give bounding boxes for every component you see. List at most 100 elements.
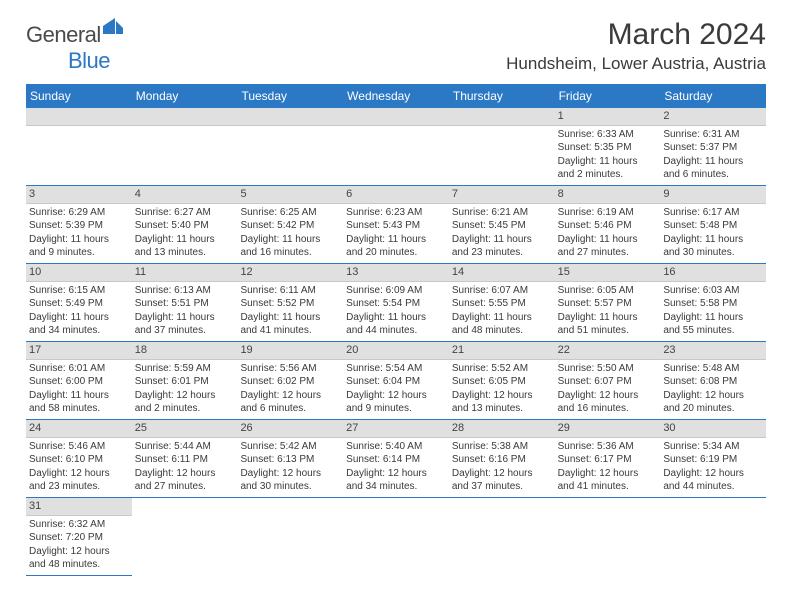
day-cell: 9Sunrise: 6:17 AMSunset: 5:48 PMDaylight… [660, 186, 766, 264]
sunset-line: Sunset: 6:13 PM [240, 453, 340, 467]
daylight-line: Daylight: 12 hours [452, 389, 552, 403]
sunset-line: Sunset: 6:08 PM [663, 375, 763, 389]
day-content: Sunrise: 6:32 AMSunset: 7:20 PMDaylight:… [26, 516, 132, 575]
sunrise-line: Sunrise: 6:27 AM [135, 206, 235, 220]
day-content: Sunrise: 5:34 AMSunset: 6:19 PMDaylight:… [660, 438, 766, 497]
day-cell: 11Sunrise: 6:13 AMSunset: 5:51 PMDayligh… [132, 264, 238, 342]
logo-text-part2: l [96, 22, 100, 47]
sunset-line: Sunset: 6:10 PM [29, 453, 129, 467]
day-cell: 30Sunrise: 5:34 AMSunset: 6:19 PMDayligh… [660, 420, 766, 498]
daylight-line2: and 20 minutes. [663, 402, 763, 416]
sunrise-line: Sunrise: 5:56 AM [240, 362, 340, 376]
daylight-line2: and 48 minutes. [452, 324, 552, 338]
day-cell: 31Sunrise: 6:32 AMSunset: 7:20 PMDayligh… [26, 498, 132, 576]
daylight-line2: and 9 minutes. [29, 246, 129, 260]
day-number-strip: 19 [237, 342, 343, 360]
day-number-strip: 23 [660, 342, 766, 360]
day-number-strip: 7 [449, 186, 555, 204]
sunrise-line: Sunrise: 5:46 AM [29, 440, 129, 454]
day-content: Sunrise: 6:31 AMSunset: 5:37 PMDaylight:… [660, 126, 766, 185]
day-cell [660, 498, 766, 576]
day-number-strip: 5 [237, 186, 343, 204]
weekday-header: Thursday [449, 84, 555, 108]
week-row: 1Sunrise: 6:33 AMSunset: 5:35 PMDaylight… [26, 108, 766, 186]
sunset-line: Sunset: 5:46 PM [558, 219, 658, 233]
day-number-strip: 29 [555, 420, 661, 438]
day-number-strip: 18 [132, 342, 238, 360]
day-number-strip: 8 [555, 186, 661, 204]
day-number-strip: 22 [555, 342, 661, 360]
day-content: Sunrise: 5:54 AMSunset: 6:04 PMDaylight:… [343, 360, 449, 419]
day-number-strip: 10 [26, 264, 132, 282]
sunrise-line: Sunrise: 6:15 AM [29, 284, 129, 298]
day-content: Sunrise: 6:07 AMSunset: 5:55 PMDaylight:… [449, 282, 555, 341]
day-number-strip: 6 [343, 186, 449, 204]
day-cell: 12Sunrise: 6:11 AMSunset: 5:52 PMDayligh… [237, 264, 343, 342]
daylight-line: Daylight: 12 hours [240, 467, 340, 481]
sunset-line: Sunset: 5:42 PM [240, 219, 340, 233]
sunrise-line: Sunrise: 6:33 AM [558, 128, 658, 142]
day-content: Sunrise: 6:19 AMSunset: 5:46 PMDaylight:… [555, 204, 661, 263]
daylight-line2: and 20 minutes. [346, 246, 446, 260]
day-number-strip [26, 108, 132, 126]
sunrise-line: Sunrise: 5:38 AM [452, 440, 552, 454]
daylight-line: Daylight: 12 hours [135, 467, 235, 481]
sunset-line: Sunset: 5:45 PM [452, 219, 552, 233]
daylight-line: Daylight: 12 hours [29, 467, 129, 481]
daylight-line: Daylight: 12 hours [452, 467, 552, 481]
day-cell [449, 108, 555, 186]
day-cell: 23Sunrise: 5:48 AMSunset: 6:08 PMDayligh… [660, 342, 766, 420]
sunset-line: Sunset: 7:20 PM [29, 531, 129, 545]
day-cell [237, 108, 343, 186]
day-number-strip: 21 [449, 342, 555, 360]
day-content: Sunrise: 6:27 AMSunset: 5:40 PMDaylight:… [132, 204, 238, 263]
sunset-line: Sunset: 5:51 PM [135, 297, 235, 311]
day-cell: 20Sunrise: 5:54 AMSunset: 6:04 PMDayligh… [343, 342, 449, 420]
sunrise-line: Sunrise: 6:17 AM [663, 206, 763, 220]
sunset-line: Sunset: 5:49 PM [29, 297, 129, 311]
logo-text: GeneralBlue [26, 22, 123, 74]
day-content: Sunrise: 6:05 AMSunset: 5:57 PMDaylight:… [555, 282, 661, 341]
sunrise-line: Sunrise: 5:48 AM [663, 362, 763, 376]
day-content: Sunrise: 6:01 AMSunset: 6:00 PMDaylight:… [26, 360, 132, 419]
daylight-line2: and 48 minutes. [29, 558, 129, 572]
week-row: 31Sunrise: 6:32 AMSunset: 7:20 PMDayligh… [26, 498, 766, 576]
week-row: 3Sunrise: 6:29 AMSunset: 5:39 PMDaylight… [26, 186, 766, 264]
day-cell [26, 108, 132, 186]
daylight-line: Daylight: 11 hours [135, 311, 235, 325]
day-content: Sunrise: 6:17 AMSunset: 5:48 PMDaylight:… [660, 204, 766, 263]
day-cell: 7Sunrise: 6:21 AMSunset: 5:45 PMDaylight… [449, 186, 555, 264]
day-content: Sunrise: 5:42 AMSunset: 6:13 PMDaylight:… [237, 438, 343, 497]
day-number-strip: 3 [26, 186, 132, 204]
day-number-strip: 26 [237, 420, 343, 438]
sunrise-line: Sunrise: 6:11 AM [240, 284, 340, 298]
day-content: Sunrise: 6:29 AMSunset: 5:39 PMDaylight:… [26, 204, 132, 263]
sunrise-line: Sunrise: 6:21 AM [452, 206, 552, 220]
day-cell: 22Sunrise: 5:50 AMSunset: 6:07 PMDayligh… [555, 342, 661, 420]
day-number-strip: 14 [449, 264, 555, 282]
sunset-line: Sunset: 5:55 PM [452, 297, 552, 311]
sunrise-line: Sunrise: 6:01 AM [29, 362, 129, 376]
day-content: Sunrise: 6:15 AMSunset: 5:49 PMDaylight:… [26, 282, 132, 341]
day-content: Sunrise: 5:48 AMSunset: 6:08 PMDaylight:… [660, 360, 766, 419]
day-cell: 2Sunrise: 6:31 AMSunset: 5:37 PMDaylight… [660, 108, 766, 186]
week-row: 24Sunrise: 5:46 AMSunset: 6:10 PMDayligh… [26, 420, 766, 498]
sunset-line: Sunset: 6:16 PM [452, 453, 552, 467]
sunset-line: Sunset: 6:14 PM [346, 453, 446, 467]
sunrise-line: Sunrise: 6:31 AM [663, 128, 763, 142]
day-number-strip: 4 [132, 186, 238, 204]
weekday-header: Friday [555, 84, 661, 108]
sunset-line: Sunset: 6:17 PM [558, 453, 658, 467]
day-cell: 4Sunrise: 6:27 AMSunset: 5:40 PMDaylight… [132, 186, 238, 264]
daylight-line: Daylight: 12 hours [346, 389, 446, 403]
day-number-strip: 13 [343, 264, 449, 282]
daylight-line2: and 30 minutes. [663, 246, 763, 260]
daylight-line2: and 16 minutes. [240, 246, 340, 260]
sunset-line: Sunset: 5:39 PM [29, 219, 129, 233]
day-content: Sunrise: 6:25 AMSunset: 5:42 PMDaylight:… [237, 204, 343, 263]
day-content: Sunrise: 6:09 AMSunset: 5:54 PMDaylight:… [343, 282, 449, 341]
day-content: Sunrise: 5:40 AMSunset: 6:14 PMDaylight:… [343, 438, 449, 497]
daylight-line: Daylight: 11 hours [346, 233, 446, 247]
sunset-line: Sunset: 5:35 PM [558, 141, 658, 155]
logo-text-part1: Genera [26, 22, 96, 47]
